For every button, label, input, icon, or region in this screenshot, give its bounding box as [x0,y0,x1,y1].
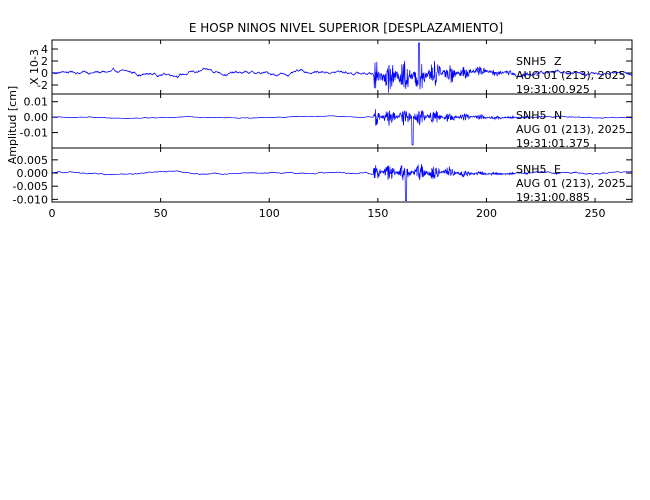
x-tick-label: 50 [154,207,168,220]
x-tick-label: 250 [585,207,606,220]
time-label-z: 19:31:00.925 [516,83,590,96]
y-axis-label: Amplitud [cm] [6,86,19,164]
component-label-z: Z [554,55,562,68]
date-label-n: AUG 01 (213), 2025 [516,123,626,136]
station-label-z: SNH5 [516,55,546,68]
waveform-e [51,163,633,202]
y-tick-label-z: 4 [41,43,48,56]
y-tick-label-n: 0.00 [24,111,49,124]
x-axis: 0 50 100 150 200 250 [49,207,606,220]
y-tick-label-z: 2 [41,55,48,68]
y-tick-label-n: -0.01 [20,127,48,140]
x-tick-label: 150 [367,207,388,220]
waveform-z [51,42,633,93]
scale-label-z: X 10-3 [28,49,41,85]
date-label-z: AUG 01 (213), 2025 [516,69,626,82]
x-tick-label: 100 [259,207,280,220]
y-tick-label-e: 0.005 [17,154,49,167]
time-label-n: 19:31:01.375 [516,137,590,150]
component-label-e: E [554,163,561,176]
y-tick-label-z: 0 [41,67,48,80]
panel-frame-e [51,147,633,203]
date-label-e: AUG 01 (213), 2025 [516,177,626,190]
chart-title: E HOSP NINOS NIVEL SUPERIOR [DESPLAZAMIE… [189,21,503,35]
y-tick-label-e: 0.000 [17,167,49,180]
station-label-e: SNH5 [516,163,546,176]
time-label-e: 19:31:00.885 [516,191,590,204]
y-tick-label-e: -0.005 [13,180,48,193]
component-label-n: N [554,109,562,122]
station-label-n: SNH5 [516,109,546,122]
waveform-n [51,109,633,146]
x-tick-label: 200 [476,207,497,220]
x-tick-label: 0 [49,207,56,220]
y-tick-label-e: -0.010 [13,193,48,206]
y-tick-label-z: -2 [37,79,48,92]
y-tick-label-n: 0.01 [24,96,49,109]
